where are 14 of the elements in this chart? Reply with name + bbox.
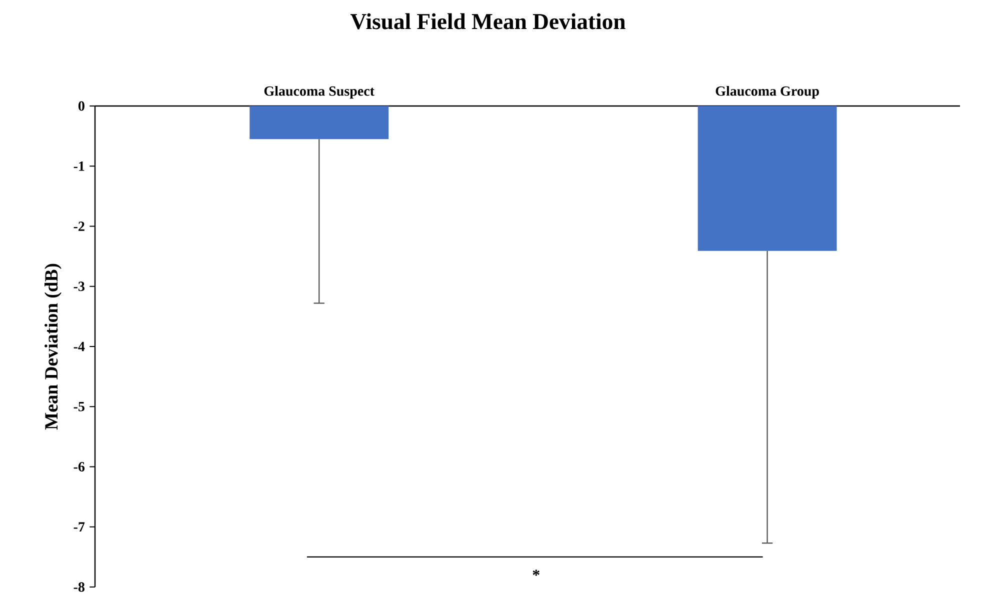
y-tick-label: -7: [74, 522, 85, 532]
y-tick-label: 0: [78, 101, 84, 111]
y-tick-label: -2: [74, 222, 84, 231]
x-tick-label: Glaucoma Suspect: [264, 86, 374, 99]
chart-title: Visual Field Mean Deviation: [350, 13, 626, 30]
y-tick-label: -5: [74, 402, 84, 412]
y-tick-label: -8: [74, 582, 84, 592]
x-tick-label: Glaucoma Group: [716, 86, 819, 99]
y-tick-label: -3: [74, 282, 84, 292]
annotation: *: [532, 570, 540, 576]
y-tick-label: -4: [74, 342, 85, 352]
y-axis-title: Mean Deviation (dB): [44, 264, 62, 430]
y-tick-label: -1: [74, 162, 84, 171]
y-tick-label: -6: [74, 462, 85, 472]
